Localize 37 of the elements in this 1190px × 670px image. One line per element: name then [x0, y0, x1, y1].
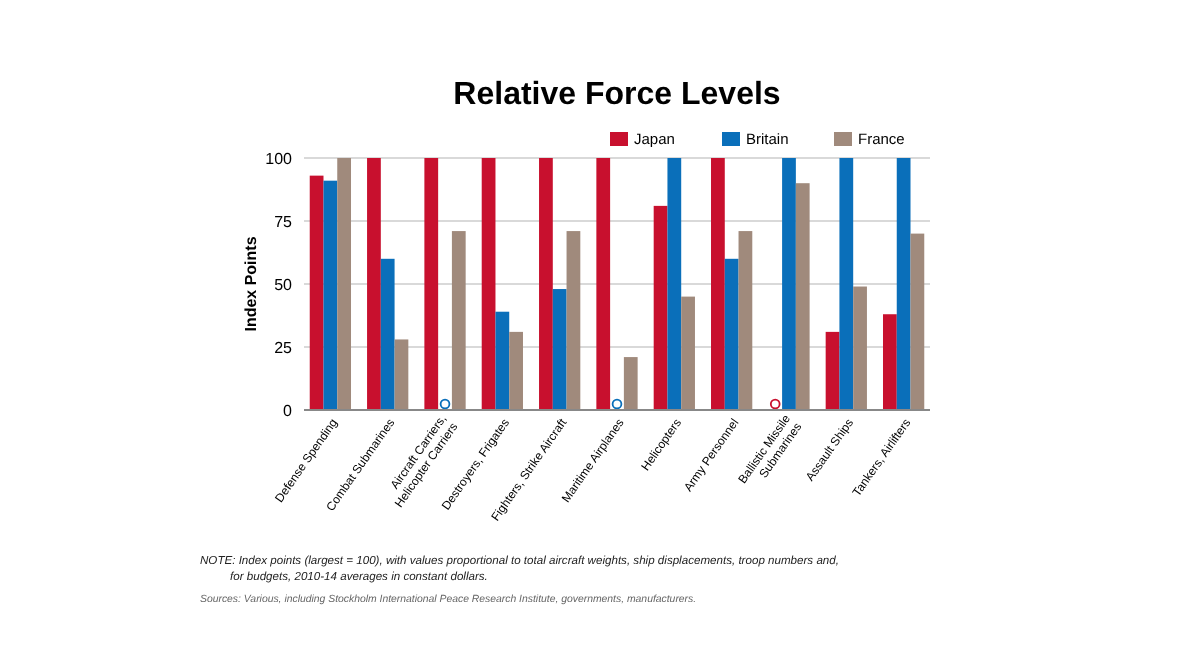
- bar: [711, 158, 725, 410]
- bar: [451, 231, 466, 410]
- bar: [795, 183, 810, 410]
- y-tick-label: 100: [265, 149, 294, 168]
- bar: [724, 258, 739, 410]
- bar: [394, 339, 409, 410]
- chart-title: Relative Force Levels: [453, 78, 781, 112]
- bar: [509, 331, 523, 410]
- bar: [495, 311, 510, 410]
- bar: [667, 158, 682, 410]
- bar: [653, 205, 668, 410]
- bar: [738, 231, 753, 410]
- bar: [323, 180, 338, 410]
- bar: [337, 158, 352, 410]
- bar: [596, 158, 611, 410]
- y-tick-label: 25: [274, 338, 294, 357]
- bar: [910, 233, 925, 410]
- bar: [853, 286, 867, 410]
- bar: [782, 158, 796, 410]
- bar: [896, 158, 911, 410]
- y-axis-title: Index Points: [242, 235, 260, 332]
- y-tick-label: 0: [283, 401, 294, 420]
- bar: [552, 289, 567, 410]
- bar: [623, 357, 638, 410]
- y-tick-label: 75: [274, 212, 294, 231]
- bar: [424, 158, 439, 410]
- bar: [367, 158, 381, 410]
- bar: [566, 231, 581, 410]
- bar: [825, 331, 840, 410]
- bar: [882, 314, 897, 410]
- bar: [681, 296, 695, 410]
- bar: [539, 158, 553, 410]
- bar: [309, 175, 324, 410]
- bar: [481, 158, 496, 410]
- y-tick-label: 50: [274, 275, 294, 294]
- bar: [380, 258, 395, 410]
- bar: [839, 158, 854, 410]
